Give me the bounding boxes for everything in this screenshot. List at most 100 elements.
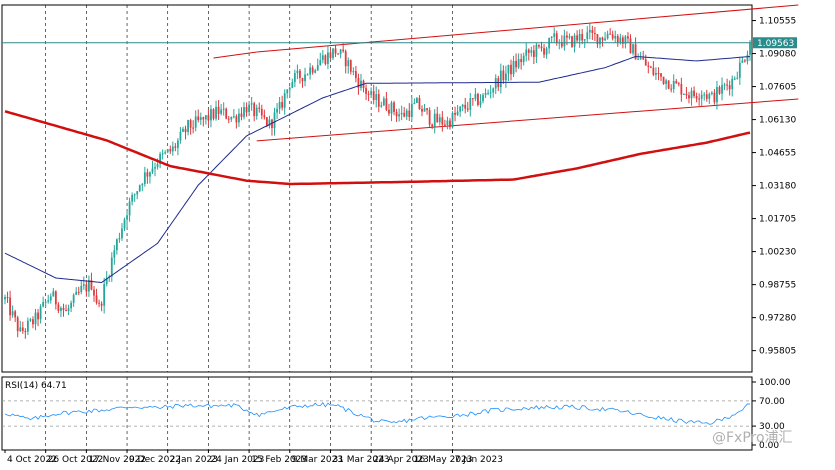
candle-body-108 [278, 102, 281, 109]
candle-body-261 [667, 80, 670, 89]
candle-body-102 [263, 115, 266, 118]
candle-body-222 [568, 36, 571, 38]
candle-body-174 [446, 120, 449, 125]
candle-body-62 [161, 153, 164, 155]
candle-body-169 [433, 113, 436, 127]
candle-body-166 [426, 108, 428, 111]
rsi-polyline [4, 402, 751, 425]
candle-body-249 [637, 58, 640, 60]
candle-body-107 [276, 108, 278, 113]
price-tick-label-0: 1.10555 [759, 17, 796, 27]
candle-body-90 [232, 116, 235, 118]
candle-body-196 [502, 70, 505, 81]
candle-body-291 [744, 60, 746, 62]
candle-body-30 [80, 285, 83, 293]
candle-body-47 [123, 219, 126, 229]
candle-body-121 [311, 67, 314, 73]
price-tick-label-1: 1.09080 [759, 50, 796, 60]
candle-body-84 [217, 106, 220, 114]
candle-body-44 [115, 239, 118, 251]
candle-body-134 [344, 51, 347, 67]
date-tick-label-1: 26 Oct 2022 [48, 455, 104, 465]
candle-body-119 [306, 74, 309, 76]
candle-body-290 [741, 60, 744, 63]
candle-body-1 [6, 297, 9, 299]
candle-body-165 [423, 108, 426, 112]
candle-body-34 [90, 280, 93, 290]
rsi-tick-label-2: 30.00 [759, 422, 785, 432]
main-panel-frame [1, 4, 753, 373]
candle-body-14 [39, 306, 42, 320]
price-tick-label-10: 0.95805 [759, 347, 796, 357]
candle-body-143 [367, 93, 370, 95]
candle-body-92 [238, 113, 240, 123]
candle-body-61 [159, 154, 162, 165]
candle-body-207 [530, 50, 533, 53]
candle-body-95 [245, 107, 248, 113]
candle-body-226 [578, 34, 581, 41]
date-tick-label-11: 7 Jun 2023 [455, 455, 503, 465]
candle-body-293 [749, 42, 751, 55]
candle-body-259 [662, 76, 665, 84]
rsi-level-lines [2, 400, 752, 427]
rsi-tick-label-1: 70.00 [759, 397, 785, 407]
candle-body-118 [304, 74, 306, 82]
candle-body-127 [327, 52, 329, 64]
candle-body-81 [210, 109, 212, 121]
candle-body-220 [563, 35, 566, 47]
channel-lower-line [256, 98, 799, 142]
candle-body-254 [649, 66, 652, 68]
price-tick-label-3: 1.06130 [759, 116, 796, 126]
candle-body-248 [634, 44, 637, 60]
candle-body-237 [606, 33, 609, 39]
candle-body-117 [301, 77, 304, 82]
candle-body-145 [372, 91, 375, 100]
candle-body-163 [418, 98, 421, 109]
candle-body-89 [230, 116, 233, 120]
ma-blue-line [4, 55, 751, 284]
candle-body-26 [70, 302, 73, 309]
candle-body-88 [227, 118, 230, 120]
candle-body-264 [675, 80, 678, 84]
candle-body-190 [487, 92, 490, 94]
price-label-text: 1.09563 [757, 39, 794, 49]
candle-body-20 [54, 291, 57, 305]
candle-body-197 [505, 73, 507, 81]
candle-body-42 [110, 257, 113, 277]
candle-body-98 [253, 103, 256, 117]
candle-body-139 [357, 78, 360, 88]
candle-body-5 [16, 317, 19, 332]
candle-body-282 [721, 84, 723, 94]
candle-body-241 [616, 35, 619, 43]
candle-body-175 [449, 120, 451, 128]
candle-body-284 [726, 84, 729, 86]
candle-body-221 [566, 35, 568, 38]
candle-body-253 [647, 65, 650, 67]
candle-body-158 [405, 110, 408, 117]
price-tick-label-4: 1.04655 [759, 149, 796, 159]
candle-body-230 [588, 29, 591, 33]
candle-body-277 [708, 93, 711, 99]
candle-body-224 [573, 35, 576, 47]
candle-body-232 [593, 32, 596, 35]
candle-body-101 [260, 108, 263, 116]
candle-body-195 [499, 70, 502, 88]
candle-body-274 [700, 94, 703, 99]
candle-body-79 [204, 115, 207, 120]
candle-body-245 [627, 36, 629, 39]
price-tick-label-2: 1.07605 [759, 83, 796, 93]
candle-body-3 [11, 311, 14, 316]
price-tick-label-5: 1.03180 [759, 182, 796, 192]
candle-body-188 [482, 94, 484, 102]
candle-body-131 [337, 53, 339, 55]
candle-body-18 [49, 296, 52, 301]
candle-body-63 [164, 152, 167, 154]
candle-body-48 [126, 215, 128, 220]
candle-body-57 [149, 172, 151, 177]
rsi-axis: 100.00 70.00 30.00 0.00 [752, 378, 791, 451]
candle-body-288 [736, 77, 739, 79]
candle-body-217 [555, 33, 558, 43]
candle-body-93 [240, 113, 243, 117]
candle-body-209 [535, 44, 538, 57]
candle-body-265 [677, 83, 680, 85]
